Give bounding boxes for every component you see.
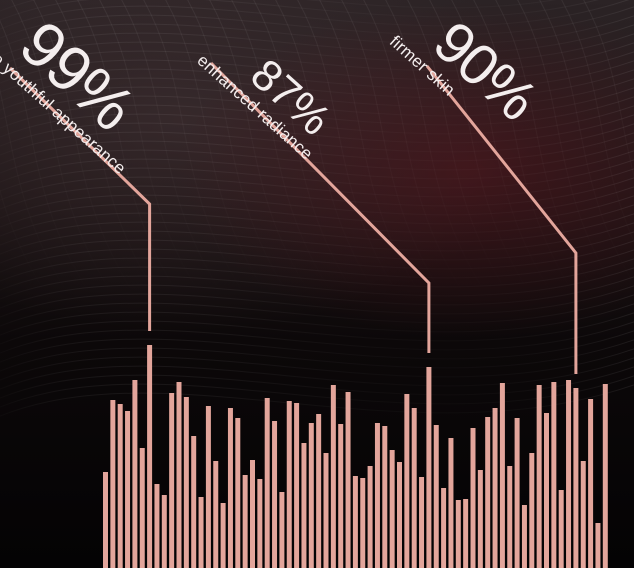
bar (448, 438, 454, 568)
bar (110, 400, 116, 568)
bar (286, 401, 292, 568)
bar (360, 478, 366, 568)
bar (566, 380, 572, 568)
bar (220, 503, 226, 568)
bar (470, 428, 476, 568)
bar (551, 382, 557, 568)
callout-2-leader-line (209, 61, 431, 353)
bar (529, 453, 535, 568)
bar (521, 505, 527, 568)
bar (176, 382, 182, 568)
bar (323, 453, 329, 568)
bar (404, 394, 410, 568)
bar (397, 462, 402, 568)
bar (301, 443, 307, 568)
bar (389, 450, 395, 568)
bar (117, 404, 123, 568)
bar (499, 383, 505, 568)
bar (169, 393, 175, 568)
bar (477, 470, 483, 568)
bar (485, 417, 491, 568)
bar (382, 426, 388, 568)
bar (573, 388, 579, 568)
bar (426, 367, 432, 568)
bar (139, 448, 145, 568)
bar (455, 500, 461, 568)
bar (558, 490, 564, 568)
bar (183, 397, 189, 568)
bar (411, 408, 417, 568)
bar (367, 466, 373, 568)
bar (580, 461, 586, 568)
callout-1-leader-line (8, 66, 152, 331)
bar (492, 408, 498, 568)
bar (198, 497, 204, 568)
bar (161, 495, 167, 568)
bar (279, 492, 285, 568)
bar (154, 484, 160, 568)
bar (507, 466, 513, 568)
bar (588, 399, 594, 568)
bar (536, 385, 542, 568)
bar (132, 380, 138, 568)
bar (125, 411, 131, 568)
bar (257, 479, 263, 568)
bar (147, 345, 153, 568)
bar (227, 408, 233, 568)
bar (419, 477, 425, 568)
bar (316, 414, 322, 568)
bar (595, 523, 601, 568)
bar (294, 403, 300, 568)
bar (213, 461, 219, 568)
callout-3-leader-line (425, 65, 578, 374)
bar (352, 476, 358, 568)
bar (264, 398, 270, 568)
bar (514, 418, 520, 568)
bar (441, 488, 447, 568)
bar (374, 423, 380, 568)
bar (191, 436, 197, 568)
bar (338, 424, 344, 568)
bar (433, 425, 439, 568)
bar (463, 499, 469, 568)
bar (272, 421, 278, 568)
bar (544, 413, 549, 568)
bar (235, 418, 241, 568)
bar (103, 472, 108, 568)
bar (602, 384, 608, 568)
bar (242, 475, 248, 568)
bar (330, 385, 336, 568)
bar (308, 423, 314, 568)
bar (250, 460, 255, 568)
bar (205, 406, 211, 568)
bar (345, 392, 351, 568)
